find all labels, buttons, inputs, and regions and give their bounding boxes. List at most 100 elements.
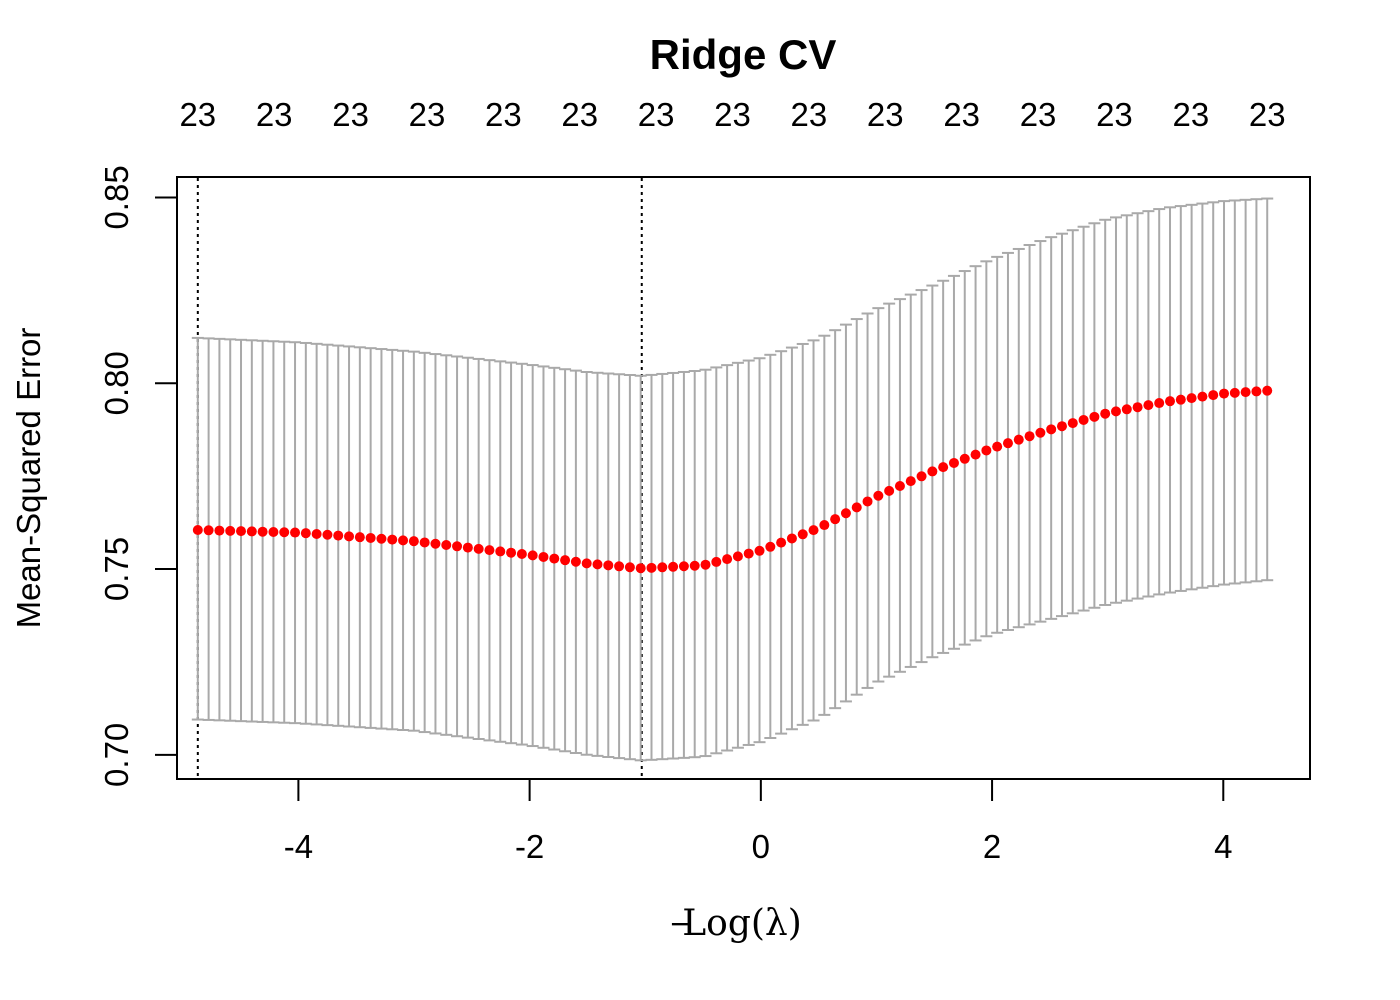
mse-point	[538, 551, 549, 562]
mse-point	[635, 563, 646, 574]
mse-point	[668, 561, 679, 572]
mse-point	[462, 542, 473, 553]
top-axis-label: 23	[791, 96, 828, 133]
mse-point	[797, 529, 808, 540]
mse-point	[927, 466, 938, 477]
mse-point	[1024, 431, 1035, 442]
mse-point	[1132, 402, 1143, 413]
x-axis-label: − Log(λ)	[670, 903, 801, 944]
mse-point	[732, 551, 743, 562]
mse-point	[495, 546, 506, 557]
mse-point	[1089, 411, 1100, 422]
mse-point	[1067, 418, 1078, 429]
y-tick-label: 0.70	[98, 723, 135, 787]
mse-point	[430, 538, 441, 549]
mse-point	[624, 562, 635, 573]
x-tick-label: -4	[284, 828, 313, 865]
mse-point	[1186, 393, 1197, 404]
mse-point	[830, 514, 841, 525]
mse-point	[484, 545, 495, 556]
mse-point	[203, 525, 214, 536]
x-tick-label: -2	[515, 828, 544, 865]
mse-point	[614, 561, 625, 572]
mse-point	[657, 562, 668, 573]
mse-point	[819, 520, 830, 531]
mse-point	[1154, 398, 1165, 409]
mse-point	[408, 536, 419, 547]
mse-point	[441, 540, 452, 551]
mse-point	[786, 533, 797, 544]
mse-point	[246, 526, 257, 537]
mse-point	[452, 541, 463, 552]
mse-point	[1013, 434, 1024, 445]
mse-point	[689, 560, 700, 571]
mse-point	[516, 549, 527, 560]
mse-point	[1035, 427, 1046, 438]
mse-point	[1143, 400, 1154, 411]
mse-point	[268, 526, 279, 537]
mse-point	[992, 441, 1003, 452]
mse-point	[840, 508, 851, 519]
plot-frame	[176, 176, 1311, 780]
mse-point	[754, 545, 765, 556]
top-axis-label: 23	[714, 96, 751, 133]
mse-point	[894, 481, 905, 492]
mse-point	[290, 527, 301, 538]
y-tick-label: 0.75	[98, 537, 135, 601]
mse-point	[1197, 391, 1208, 402]
mse-point	[1240, 387, 1251, 398]
mse-point	[905, 476, 916, 487]
mse-point	[300, 528, 311, 539]
top-axis-label: 23	[867, 96, 904, 133]
error-bars	[191, 197, 1274, 762]
mse-point	[225, 525, 236, 536]
mse-point	[743, 548, 754, 559]
mse-point	[776, 537, 787, 548]
top-axis-label: 23	[256, 96, 293, 133]
x-tick-label: 2	[983, 828, 1001, 865]
mse-point	[959, 453, 970, 464]
mse-point	[1121, 404, 1132, 415]
top-axis-label: 23	[179, 96, 216, 133]
mse-point	[970, 449, 981, 460]
x-axis: -4 -2 0 2 4	[284, 778, 1232, 865]
mse-point	[722, 554, 733, 565]
mse-point	[1078, 414, 1089, 425]
x-axis-label-text: Log(λ)	[682, 903, 802, 944]
mse-point	[1165, 396, 1176, 407]
mse-point	[527, 550, 538, 561]
mse-points	[192, 385, 1273, 574]
top-axis-label: 23	[1020, 96, 1057, 133]
mse-point	[1110, 406, 1121, 417]
mse-point	[214, 525, 225, 536]
mse-point	[1219, 388, 1230, 399]
top-axis-label: 23	[409, 96, 446, 133]
mse-point	[592, 559, 603, 570]
top-axis-label: 23	[1249, 96, 1286, 133]
mse-point	[765, 541, 776, 552]
mse-point	[1100, 408, 1111, 419]
mse-point	[1262, 385, 1273, 396]
mse-point	[700, 559, 711, 570]
x-axis-label-prefix: −	[670, 905, 689, 942]
mse-point	[473, 543, 484, 554]
mse-point	[376, 533, 387, 544]
mse-point	[398, 535, 409, 546]
mse-point	[506, 547, 517, 558]
mse-point	[419, 537, 430, 548]
mse-point	[862, 496, 873, 507]
mse-point	[311, 528, 322, 539]
mse-point	[365, 532, 376, 543]
mse-point	[1229, 387, 1240, 398]
mse-point	[192, 525, 203, 536]
mse-point	[603, 560, 614, 571]
mse-point	[851, 502, 862, 513]
x-tick-label: 0	[752, 828, 770, 865]
mse-point	[948, 457, 959, 468]
top-axis-label: 23	[1096, 96, 1133, 133]
mse-point	[1175, 394, 1186, 405]
mse-point	[1208, 390, 1219, 401]
top-axis-label: 23	[943, 96, 980, 133]
mse-point	[981, 445, 992, 456]
